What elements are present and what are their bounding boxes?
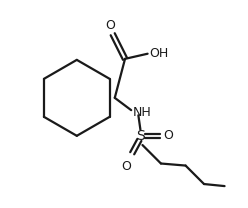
Text: O: O — [121, 160, 131, 173]
Text: O: O — [163, 129, 173, 142]
Text: NH: NH — [133, 106, 152, 119]
Text: S: S — [136, 129, 145, 143]
Text: O: O — [106, 19, 116, 32]
Text: OH: OH — [150, 47, 169, 60]
